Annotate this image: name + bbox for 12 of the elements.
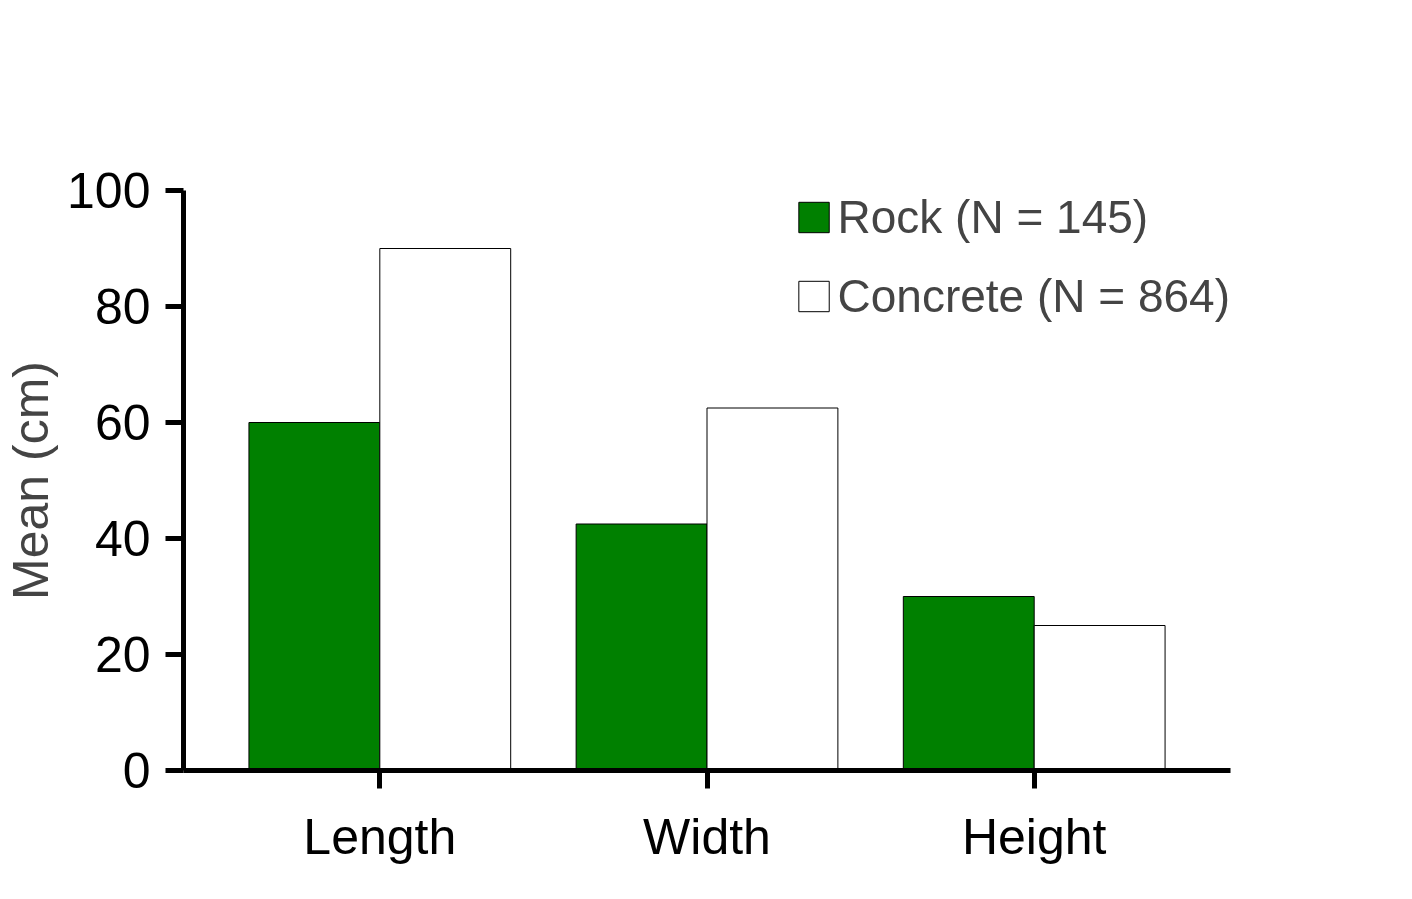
x-tick-label: Width xyxy=(643,808,771,865)
y-tick-label: 20 xyxy=(94,627,151,683)
legend-label: Concrete (N = 864) xyxy=(837,269,1230,323)
y-tick-label: 0 xyxy=(122,743,151,799)
y-tick-label: 80 xyxy=(94,279,151,335)
y-tick-label: 40 xyxy=(94,511,151,567)
y-tick-label: 100 xyxy=(67,163,151,219)
y-tick-label: 60 xyxy=(94,395,151,451)
legend-label: Rock (N = 145) xyxy=(837,190,1149,244)
y-axis-title: Mean (cm) xyxy=(3,361,60,600)
x-tick-label: Length xyxy=(303,808,457,865)
x-tick-label: Height xyxy=(961,808,1107,865)
